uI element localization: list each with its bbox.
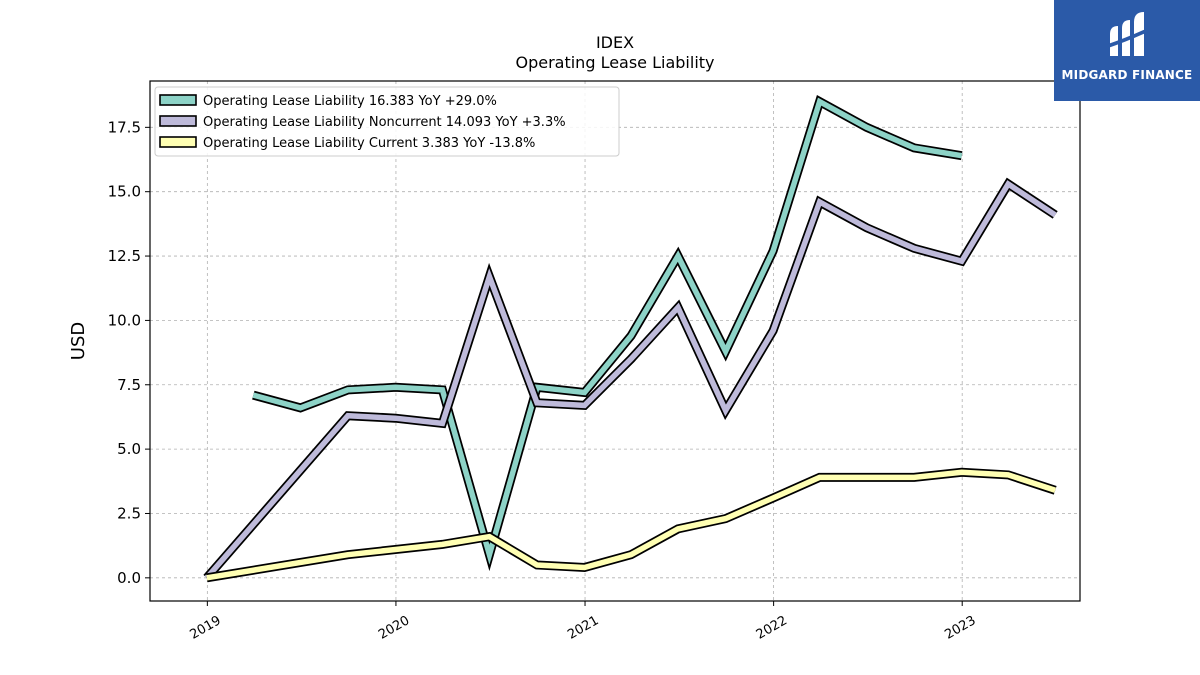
legend-swatch [159,115,197,127]
x-tick-label: 2021 [565,613,601,643]
legend-box [154,86,620,157]
y-axis-label: USD [68,322,89,360]
legend-entry: Operating Lease Liability 16.383 YoY +29… [203,94,497,109]
x-tick-label: 2023 [942,613,978,643]
logo-text: MIDGARD FINANCE [1061,68,1193,82]
legend-swatch [159,136,197,148]
series-outline [203,177,1058,581]
chart-title: IDEX [596,33,634,52]
series-line [206,467,1057,583]
legend-entry: Operating Lease Liability Current 3.383 … [203,136,535,151]
chart-subtitle: Operating Lease Liability [515,53,714,72]
y-axis: 0.0 2.5 5.0 7.5 10.0 12.5 15.0 17.5 [108,118,150,587]
x-tick-label: 2019 [188,613,224,643]
series-outline [206,467,1057,583]
legend: Operating Lease Liability 16.383 YoY +29… [154,86,620,157]
y-tick-label: 10.0 [108,311,141,329]
series-line [252,95,963,572]
y-tick-label: 0.0 [117,569,141,587]
y-tick-label: 17.5 [108,118,141,136]
legend-swatch [159,94,197,106]
x-tick-label: 2022 [754,613,790,643]
grid [150,81,1080,601]
series-stroke [206,469,1057,581]
y-tick-label: 15.0 [108,183,141,201]
y-tick-label: 2.5 [117,504,141,522]
x-tick-label: 2020 [376,613,412,643]
series-layer [203,95,1058,583]
logo-mark-icon [1108,12,1148,56]
series-outline [252,95,963,572]
plot-frame [149,80,1081,602]
y-tick-label: 7.5 [117,376,141,394]
y-tick-label: 5.0 [117,440,141,458]
x-axis: 2019 2020 2021 2022 2023 [188,601,979,643]
series-stroke [204,180,1057,580]
series-line [203,177,1058,581]
y-tick-label: 12.5 [108,247,141,265]
midgard-finance-logo: MIDGARD FINANCE [1054,0,1200,101]
series-stroke [252,97,963,565]
legend-entry: Operating Lease Liability Noncurrent 14.… [203,115,566,130]
